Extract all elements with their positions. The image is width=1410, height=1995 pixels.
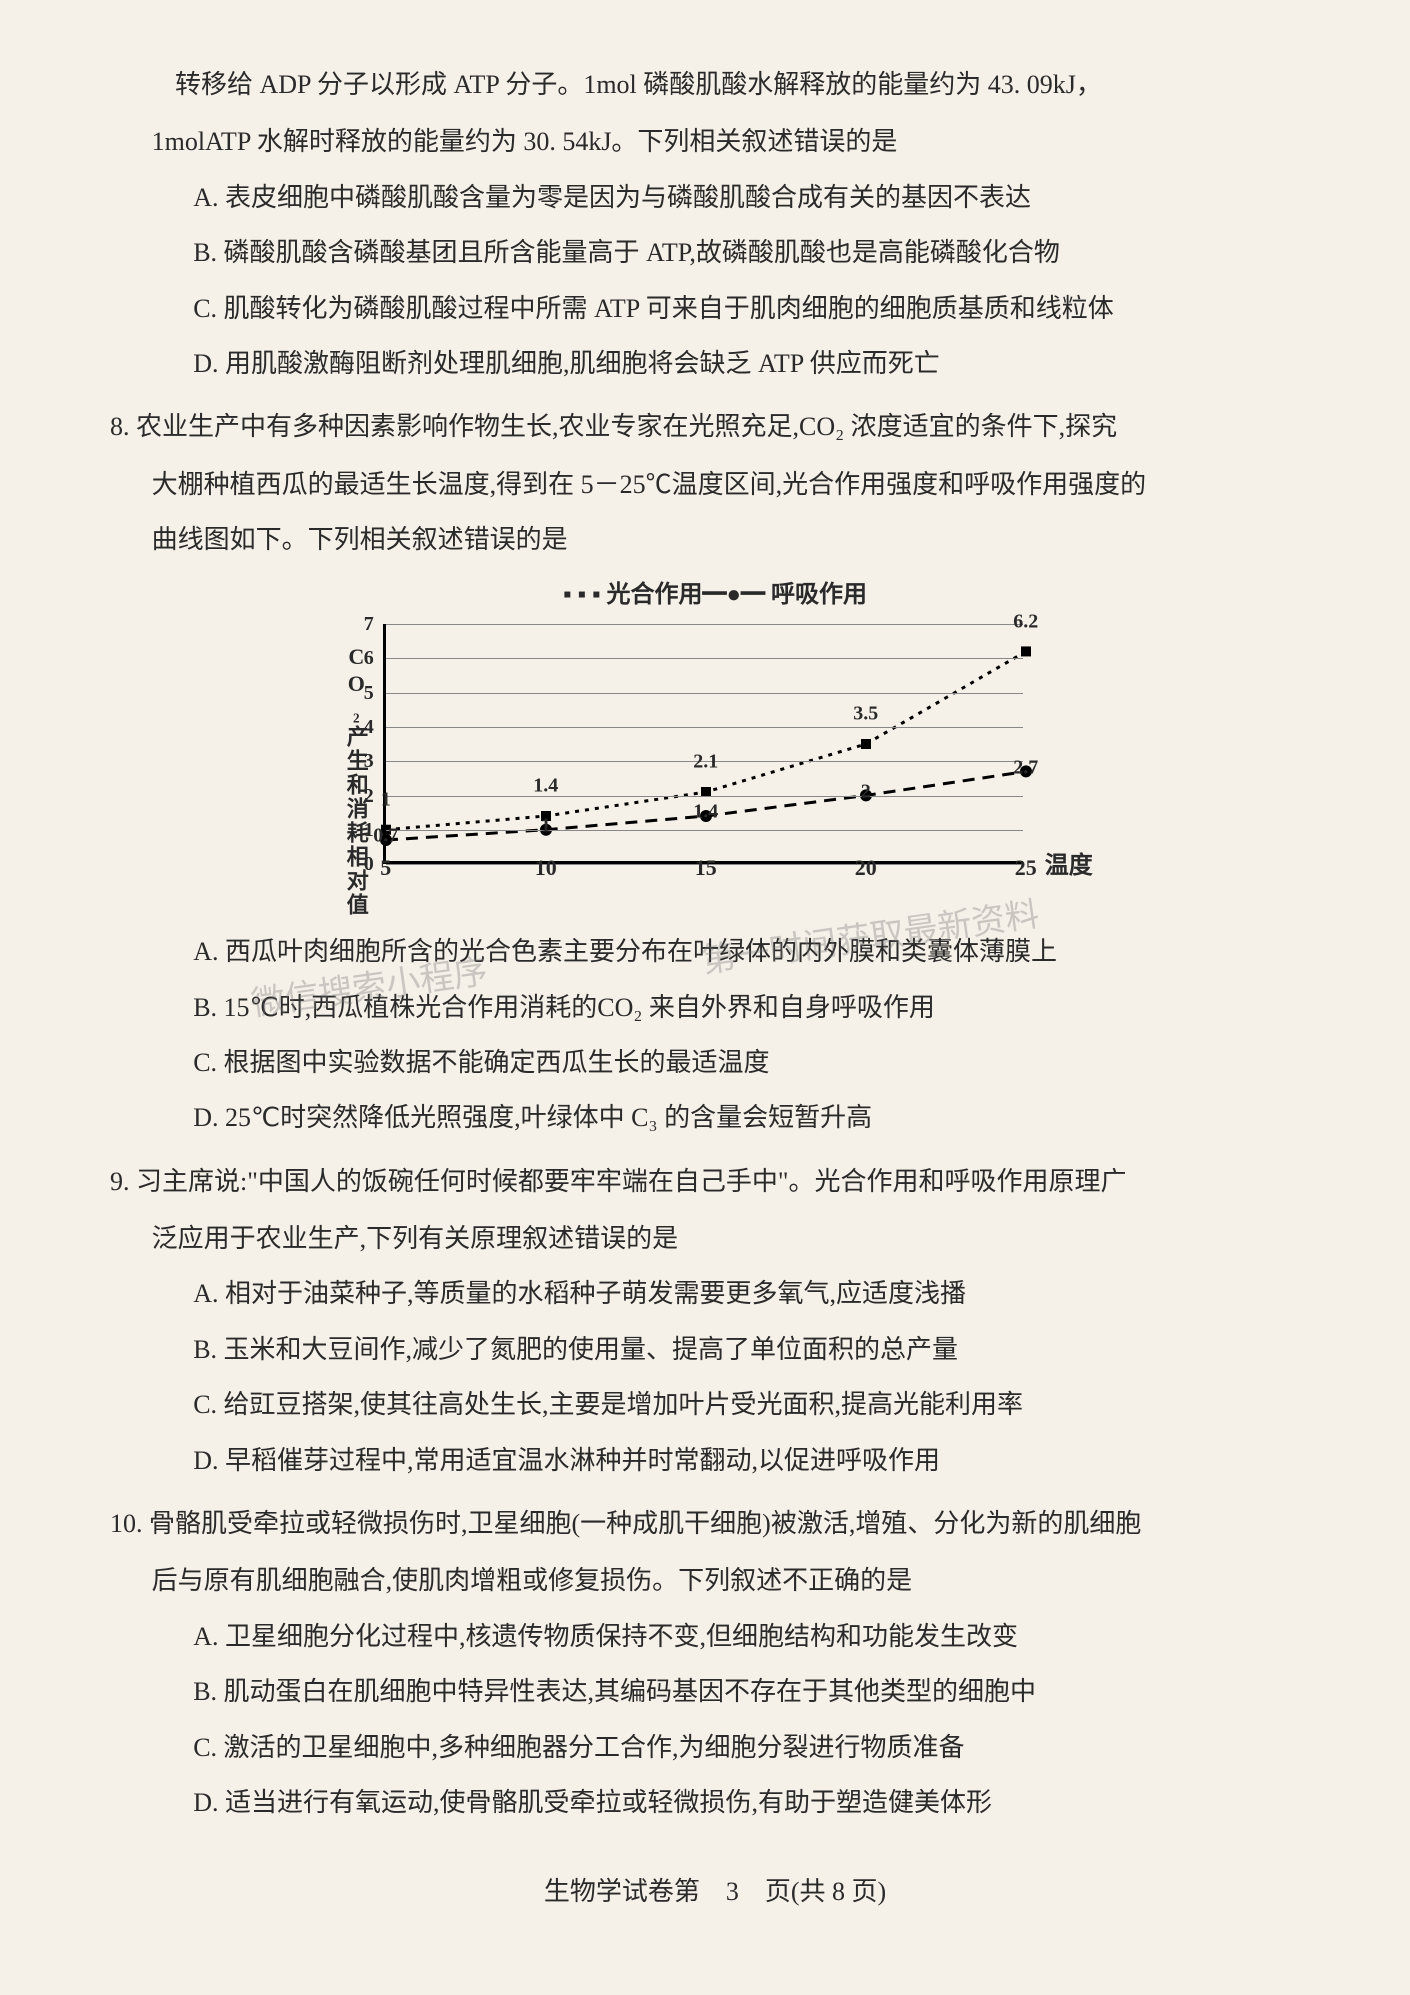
intro-line2: 1molATP 水解时释放的能量约为 30. 54kJ。下列相关叙述错误的是 [152, 117, 1320, 166]
q9: 9. 习主席说:"中国人的饭碗任何时候都要牢牢端在自己手中"。光合作用和呼吸作用… [110, 1157, 1320, 1206]
page-footer: 生物学试卷第 3 页(共 8 页) [110, 1867, 1320, 1916]
data-point-label: 2 [861, 772, 871, 810]
q7-option-a: A. 表皮细胞中磷酸肌酸含量为零是因为与磷酸肌酸合成有关的基因不表达 [193, 173, 1320, 222]
q8-line2: 大棚种植西瓜的最适生长温度,得到在 5－25℃温度区间,光合作用强度和呼吸作用强… [152, 460, 1320, 509]
intro-line1: 转移给 ADP 分子以形成 ATP 分子。1mol 磷酸肌酸水解释放的能量约为 … [110, 60, 1320, 109]
q8-line3: 曲线图如下。下列相关叙述错误的是 [152, 515, 1320, 564]
q10-line2: 后与原有肌细胞融合,使肌肉增粗或修复损伤。下列叙述不正确的是 [152, 1556, 1320, 1605]
y-tick: 1 [364, 811, 374, 849]
q8: 8. 农业生产中有多种因素影响作物生长,农业专家在光照充足,CO₂ 浓度适宜的条… [110, 402, 1320, 451]
q10-option-b: B. 肌动蛋白在肌细胞中特异性表达,其编码基因不存在于其他类型的细胞中 [193, 1667, 1320, 1716]
q7-option-b: B. 磷酸肌酸含磷酸基团且所含能量高于 ATP,故磷酸肌酸也是高能磷酸化合物 [193, 228, 1320, 277]
q8-option-d: D. 25℃时突然降低光照强度,叶绿体中 C₃ 的含量会短暂升高 [193, 1093, 1320, 1142]
data-point-label: 2.1 [693, 743, 718, 781]
q10-option-a: A. 卫星细胞分化过程中,核遗传物质保持不变,但细胞结构和功能发生改变 [193, 1612, 1320, 1661]
y-tick: 4 [364, 708, 374, 746]
data-point-label: 1.4 [693, 793, 718, 831]
q8-option-c: C. 根据图中实验数据不能确定西瓜生长的最适温度 [193, 1038, 1320, 1087]
q9-option-d: D. 早稻催芽过程中,常用适宜温水淋种并时常翻动,以促进呼吸作用 [193, 1436, 1320, 1485]
q9-option-b: B. 玉米和大豆间作,减少了氮肥的使用量、提高了单位面积的总产量 [193, 1325, 1320, 1374]
x-axis-label: 温度 [1045, 844, 1093, 890]
q7-option-c: C. 肌酸转化为磷酸肌酸过程中所需 ATP 可来自于肌肉细胞的细胞质基质和线粒体 [193, 284, 1320, 333]
chart-container: ▪ ▪ ▪ 光合作用━●━ 呼吸作用 CO₂产生和消耗相对值 温度 012345… [335, 573, 1095, 918]
x-tick: 15 [695, 847, 717, 889]
y-tick: 7 [364, 605, 374, 643]
q10-option-d: D. 适当进行有氧运动,使骨骼肌受牵拉或轻微损伤,有助于塑造健美体形 [193, 1778, 1320, 1827]
q10-line1: 骨骼肌受牵拉或轻微损伤时,卫星细胞(一种成肌干细胞)被激活,增殖、分化为新的肌细… [149, 1509, 1141, 1538]
data-point-label: 1 [381, 780, 391, 818]
y-tick: 5 [364, 674, 374, 712]
data-point-label: 2.7 [1013, 748, 1038, 786]
y-tick: 2 [364, 777, 374, 815]
y-tick: 0 [364, 845, 374, 883]
q8-option-b: B. 15℃时,西瓜植株光合作用消耗的CO₂ 来自外界和自身呼吸作用 [193, 983, 1320, 1032]
q8-num: 8. [110, 402, 130, 451]
chart-box: CO₂产生和消耗相对值 温度 0123456751015202511.42.13… [335, 624, 1095, 917]
q10-num: 10. [110, 1499, 143, 1548]
q7-option-d: D. 用肌酸激酶阻断剂处理肌细胞,肌细胞将会缺乏 ATP 供应而死亡 [193, 339, 1320, 388]
x-tick: 10 [535, 847, 557, 889]
data-point-label: 1 [541, 806, 551, 844]
q9-line2: 泛应用于农业生产,下列有关原理叙述错误的是 [152, 1214, 1320, 1263]
q8-line1: 农业生产中有多种因素影响作物生长,农业专家在光照充足,CO₂ 浓度适宜的条件下,… [136, 412, 1117, 441]
q9-line1: 习主席说:"中国人的饭碗任何时候都要牢牢端在自己手中"。光合作用和呼吸作用原理广 [136, 1167, 1126, 1196]
q9-option-c: C. 给豇豆搭架,使其往高处生长,主要是增加叶片受光面积,提高光能利用率 [193, 1380, 1320, 1429]
y-tick: 6 [364, 639, 374, 677]
q8-option-a: A. 西瓜叶肉细胞所含的光合色素主要分布在叶绿体的内外膜和类囊体薄膜上 [193, 927, 1320, 976]
q10-option-c: C. 激活的卫星细胞中,多种细胞器分工合作,为细胞分裂进行物质准备 [193, 1723, 1320, 1772]
q10: 10. 骨骼肌受牵拉或轻微损伤时,卫星细胞(一种成肌干细胞)被激活,增殖、分化为… [110, 1499, 1320, 1548]
y-tick: 3 [364, 742, 374, 780]
data-point-label: 1.4 [533, 767, 558, 805]
data-point-label: 3.5 [853, 695, 878, 733]
x-tick: 25 [1015, 847, 1037, 889]
x-tick: 20 [855, 847, 877, 889]
data-point-label: 0.7 [373, 817, 398, 855]
data-point-label: 6.2 [1013, 602, 1038, 640]
q9-option-a: A. 相对于油菜种子,等质量的水稻种子萌发需要更多氧气,应适度浅播 [193, 1269, 1320, 1318]
plot-area: 温度 0123456751015202511.42.13.56.20.711.4… [383, 624, 1023, 864]
chart-legend: ▪ ▪ ▪ 光合作用━●━ 呼吸作用 [335, 573, 1095, 619]
exam-page: 转移给 ADP 分子以形成 ATP 分子。1mol 磷酸肌酸水解释放的能量约为 … [110, 60, 1320, 1917]
q9-num: 9. [110, 1157, 130, 1206]
